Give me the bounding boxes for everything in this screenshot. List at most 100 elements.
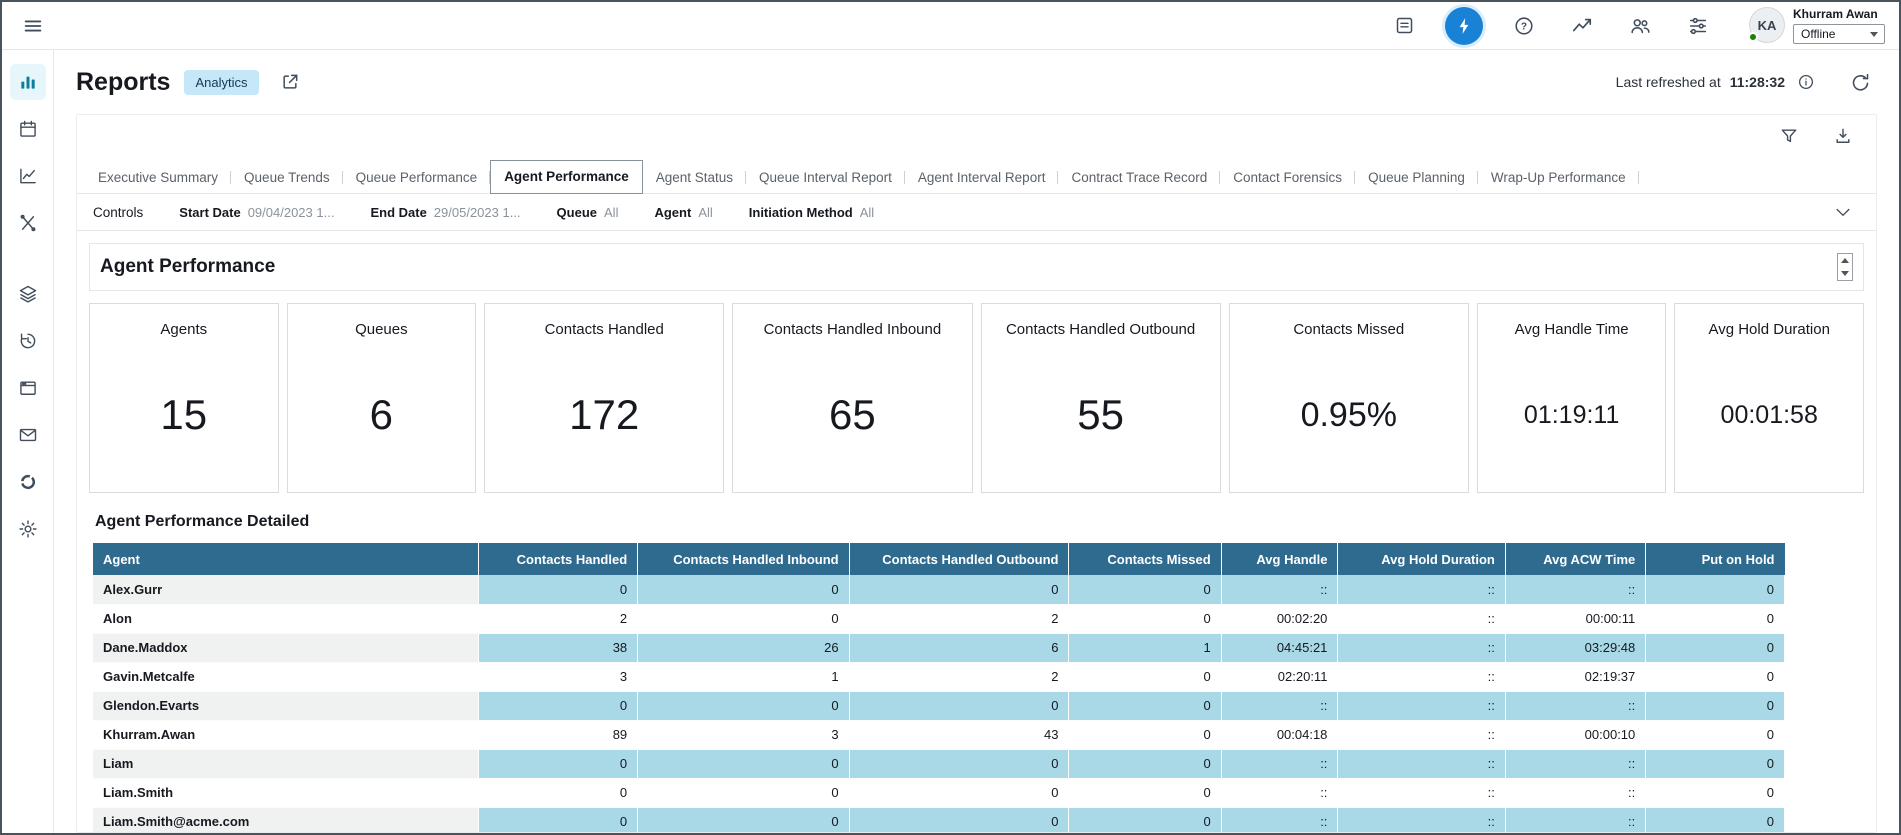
value-cell: 0 [849,691,1070,721]
value-cell: 0 [1068,662,1222,692]
sidebar-item-line-chart[interactable] [10,158,46,194]
kpi-label: Avg Handle Time [1514,321,1629,338]
hamburger-menu-button[interactable] [16,9,50,43]
section-stepper[interactable] [1837,253,1853,281]
tab-agent-status[interactable]: Agent Status [643,162,747,193]
value-cell: 0 [1645,778,1785,808]
kpi-value: 15 [160,391,208,438]
tab-queue-interval-report[interactable]: Queue Interval Report [746,162,905,193]
open-external-button[interactable] [273,65,307,99]
value-cell: :: [1221,778,1339,808]
value-cell: :: [1505,749,1647,779]
external-link-icon [282,74,297,89]
kpi-card-agents: Agents 15 [89,303,279,493]
sidebar-item-optimization[interactable] [10,205,46,241]
users-button[interactable] [1623,9,1657,43]
status-dot [1748,32,1758,42]
controls-filters: Start Date 09/04/2023 1... End Date 29/05/2… [179,205,874,220]
tab-queue-performance[interactable]: Queue Performance [343,162,491,193]
filter-value: 29/05/2023 1... [433,204,521,220]
window-icon [19,381,36,395]
sidebar-item-history[interactable] [10,323,46,359]
refresh-button[interactable] [1843,65,1877,99]
value-cell: :: [1337,691,1506,721]
value-cell: 0 [1068,807,1222,832]
user-name: Khurram Awan [1793,7,1878,21]
lightning-bolt-icon [1459,17,1469,34]
last-refreshed-time: 11:28:32 [1729,74,1785,90]
line-chart-icon [19,168,36,184]
analytics-trend-button[interactable] [1565,9,1599,43]
tab-wrap-up-performance[interactable]: Wrap-Up Performance [1478,162,1639,193]
table-header-row: Agent Contacts Handled Contacts Handled In… [93,543,1785,575]
value-cell: 0 [478,691,639,721]
tab-contact-forensics[interactable]: Contact Forensics [1220,162,1355,193]
filter-end-date[interactable]: End Date 29/05/2023 1... [370,205,520,220]
kpi-row: Agents 15 Queues 6 Contacts Handled 172 Contac… [89,303,1864,493]
stepper-down-icon [1841,271,1849,276]
value-cell: :: [1505,807,1647,832]
tab-contract-trace-record[interactable]: Contract Trace Record [1058,162,1221,193]
table-body: Alex.Gurr 0 0 0 0:::::: 0 Alon 2 0 2 0 00:02:20:: 00… [93,575,1785,832]
value-cell: 2 [849,662,1070,692]
controls-collapse-button[interactable] [1826,195,1860,229]
value-cell: :: [1337,720,1506,750]
filter-agent[interactable]: Agent All [654,205,712,220]
tab-agent-performance[interactable]: Agent Performance [490,160,643,194]
tab-queue-planning[interactable]: Queue Planning [1355,162,1478,193]
value-cell: 0 [637,749,850,779]
tab-executive-summary[interactable]: Executive Summary [85,162,232,193]
table-row: Liam.Smith 0 0 0 0:::::: 0 [93,778,1785,808]
sidebar-item-doughnut[interactable] [10,464,46,500]
sidebar-item-settings[interactable] [10,511,46,547]
value-cell: 0 [1645,633,1785,663]
value-cell: 0 [1068,720,1222,750]
sidebar-item-reports[interactable] [9,64,46,100]
hamburger-menu-icon [24,19,42,31]
agent-performance-table: Agent Contacts Handled Contacts Handled In… [93,543,1785,832]
filter-button[interactable] [1772,119,1806,153]
column-header-avg-hold-duration: Avg Hold Duration [1337,543,1506,575]
agent-name-cell: Alex.Gurr [93,575,480,605]
kpi-card-contacts-handled-inbound: Contacts Handled Inbound 65 [732,303,973,493]
value-cell: 0 [478,575,639,605]
realtime-metrics-button[interactable] [1445,6,1483,45]
filter-value: All [604,204,619,220]
column-header-contacts-handled-outbound: Contacts Handled Outbound [849,543,1070,575]
sidebar-item-mail[interactable] [10,417,46,453]
avatar[interactable]: KA [1748,7,1785,43]
value-cell: 3 [478,662,639,692]
kpi-label: Contacts Missed [1293,321,1405,338]
avatar-initials: KA [1757,17,1777,33]
settings-sliders-button[interactable] [1681,9,1715,43]
download-button[interactable] [1826,119,1860,153]
filter-start-date[interactable]: Start Date 09/04/2023 1... [179,205,334,220]
last-refreshed: Last refreshed at 11:28:32 [1616,65,1877,99]
kpi-label: Contacts Handled Outbound [1005,321,1196,338]
kpi-value: 0.95% [1300,395,1397,434]
value-cell: :: [1221,749,1339,779]
value-cell: 26 [637,633,850,663]
info-icon [1798,74,1814,90]
topbar: ? KA Khurram Awan Offline [2,2,1899,50]
table-row: Alon 2 0 2 0 00:02:20:: 00:00:11 0 [93,604,1785,634]
sidebar-item-layers[interactable] [10,276,46,312]
tab-agent-interval-report[interactable]: Agent Interval Report [905,162,1059,193]
status-dropdown[interactable]: Offline [1793,24,1885,44]
help-button[interactable]: ? [1507,9,1541,43]
controls-label: Controls [93,204,144,220]
tab-queue-trends[interactable]: Queue Trends [231,162,343,193]
refresh-info-button[interactable] [1794,70,1818,94]
sidebar-item-window[interactable] [10,370,46,406]
filter-queue[interactable]: Queue All [557,205,619,220]
report-card: Executive Summary Queue Trends Queue Perfo… [76,114,1877,833]
topbar-actions: ? KA Khurram Awan Offline [1387,6,1885,45]
value-cell: 0 [1068,691,1222,721]
value-cell: 0 [478,778,639,808]
notes-button[interactable] [1387,9,1421,43]
sidebar-item-calendar[interactable] [10,111,46,147]
value-cell: 0 [849,778,1070,808]
filter-initiation-method[interactable]: Initiation Method All [749,205,874,220]
filter-value: All [698,204,713,220]
value-cell: 0 [1645,720,1785,750]
